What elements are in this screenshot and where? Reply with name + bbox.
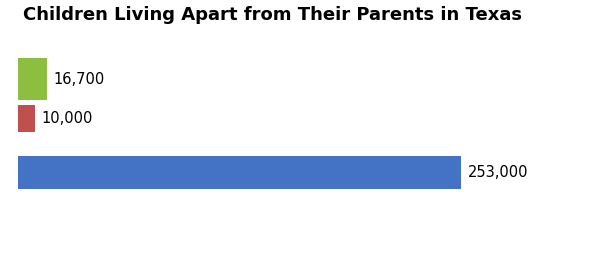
Bar: [18, 156, 462, 189]
Text: 10,000: 10,000: [42, 111, 93, 126]
Text: 253,000: 253,000: [468, 165, 528, 180]
Title: Children Living Apart from Their Parents in Texas: Children Living Apart from Their Parents…: [23, 7, 521, 24]
Bar: [18, 105, 35, 132]
Bar: [18, 58, 47, 100]
Text: 16,700: 16,700: [53, 72, 105, 87]
